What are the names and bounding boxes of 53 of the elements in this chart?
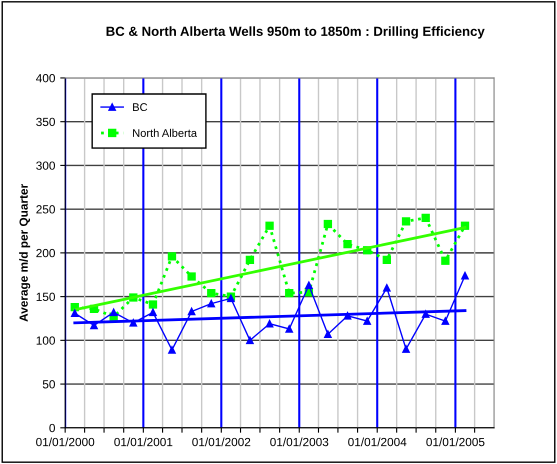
x-tick-label: 01/01/2005	[426, 438, 484, 446]
y-tick-label: 300	[36, 161, 55, 170]
point	[305, 281, 313, 290]
point	[344, 312, 352, 320]
y-tick-label: 100	[36, 336, 55, 345]
point	[422, 214, 430, 222]
point	[402, 217, 410, 226]
point	[265, 222, 274, 230]
point	[227, 294, 235, 302]
x-tick-label: 01/01/2004	[348, 438, 406, 446]
y-tick-label: 400	[36, 74, 55, 82]
point	[383, 284, 391, 292]
point	[285, 288, 294, 298]
y-tick-label: 250	[36, 205, 55, 214]
point	[207, 288, 216, 298]
point	[324, 330, 332, 338]
point	[246, 336, 254, 344]
point	[149, 308, 157, 316]
point	[168, 346, 176, 354]
point	[324, 220, 332, 228]
point	[402, 345, 410, 353]
x-tick-label: 01/01/2000	[36, 438, 94, 446]
point	[382, 256, 392, 264]
point	[90, 322, 98, 330]
point	[422, 310, 430, 318]
point	[70, 309, 79, 318]
point	[207, 300, 216, 308]
point	[441, 256, 450, 265]
y-tick-label: 50	[42, 380, 55, 388]
point	[187, 272, 196, 281]
x-tick-label: 01/01/2002	[192, 438, 250, 446]
y-tick-label: 0	[49, 424, 55, 432]
x-tick-label: 01/01/2001	[114, 438, 172, 446]
y-axis-title: Average m/d per Quarter	[19, 184, 30, 322]
legend-label: BC	[133, 103, 148, 112]
point	[168, 252, 176, 261]
point	[129, 319, 138, 327]
point	[148, 300, 158, 309]
point	[363, 317, 372, 325]
legend-label: North Alberta	[133, 128, 198, 137]
chart-title: BC & North Alberta Wells 950m to 1850m : Drilling Efficiency	[106, 26, 485, 39]
point	[266, 320, 274, 328]
point	[110, 308, 118, 316]
point	[442, 317, 450, 325]
x-tick-label: 01/01/2003	[270, 438, 328, 446]
y-tick-label: 200	[36, 248, 55, 258]
point	[188, 308, 196, 316]
point	[343, 240, 352, 248]
y-tick-label: 150	[36, 292, 55, 302]
point	[246, 256, 254, 264]
y-tick-label: 350	[36, 118, 55, 126]
point	[461, 272, 469, 280]
point	[285, 325, 294, 333]
